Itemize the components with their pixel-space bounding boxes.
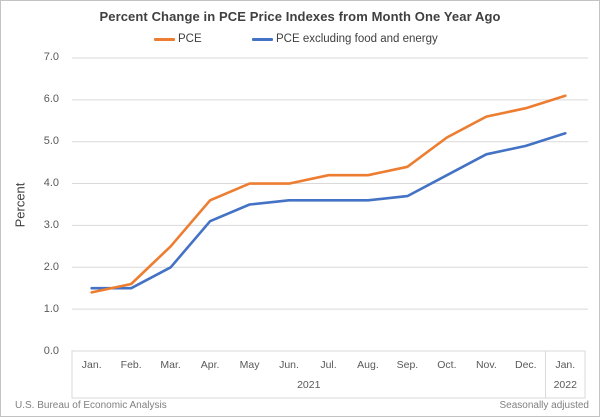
- x-tick-label: Nov.: [475, 359, 497, 371]
- year-label: 2022: [553, 379, 577, 391]
- y-tick-label: 6.0: [43, 93, 59, 106]
- x-tick-label: Feb.: [120, 359, 142, 371]
- x-tick-label: Jan.: [555, 359, 576, 371]
- year-label: 2021: [297, 379, 321, 391]
- x-tick-label: Jun.: [279, 359, 299, 371]
- y-tick-label: 2.0: [43, 260, 59, 273]
- legend-label-pce: PCE: [178, 33, 202, 45]
- x-tick-label: Jul.: [320, 359, 337, 371]
- adjustment-note: Seasonally adjusted: [499, 400, 589, 411]
- source-note: U.S. Bureau of Economic Analysis: [15, 400, 167, 411]
- x-tick-label: Oct.: [437, 359, 457, 371]
- legend-item-core-pce: PCE excluding food and energy: [252, 31, 438, 47]
- y-tick-label: 7.0: [43, 51, 59, 64]
- core-pce-line: [90, 132, 567, 290]
- y-tick-label: 1.0: [43, 302, 59, 315]
- y-tick-label: 5.0: [43, 135, 59, 148]
- x-tick-label: Jan.: [81, 359, 102, 371]
- x-axis-label-box: [71, 350, 586, 399]
- y-tick-label: 4.0: [43, 177, 59, 190]
- legend-item-pce: PCE: [154, 31, 202, 47]
- core-pce-line-swatch-icon: [252, 37, 273, 41]
- x-tick-label: Apr.: [200, 359, 220, 371]
- chart-title: Percent Change in PCE Price Indexes from…: [99, 9, 501, 24]
- legend: PCE PCE excluding food and energy: [1, 31, 599, 47]
- x-tick-label: Mar.: [160, 359, 181, 371]
- y-tick-label: 3.0: [43, 218, 59, 231]
- y-tick-label: 0.0: [43, 344, 59, 357]
- x-tick-label: Aug.: [357, 359, 379, 371]
- x-tick-label: Sep.: [396, 359, 419, 371]
- legend-label-core-pce: PCE excluding food and energy: [276, 33, 438, 45]
- pce-line: [90, 94, 567, 294]
- x-tick-label: May: [239, 359, 260, 371]
- pce-line-swatch-icon: [154, 37, 175, 41]
- x-tick-label: Dec.: [515, 359, 537, 371]
